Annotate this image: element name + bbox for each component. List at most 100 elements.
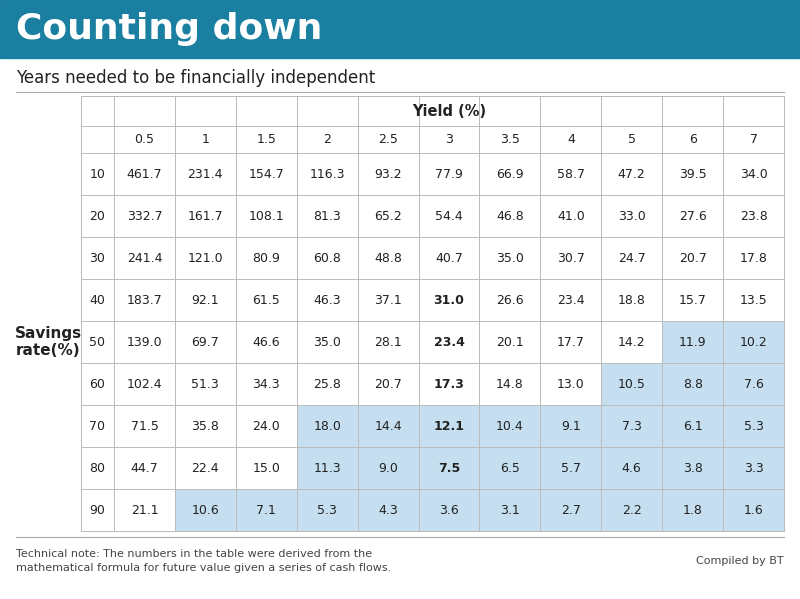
- Text: 44.7: 44.7: [130, 461, 158, 474]
- Text: 35.0: 35.0: [314, 335, 341, 349]
- Bar: [723, 489, 784, 531]
- Text: 23.4: 23.4: [557, 294, 585, 307]
- Text: 90: 90: [90, 504, 106, 516]
- Text: 18.8: 18.8: [618, 294, 646, 307]
- Text: 51.3: 51.3: [191, 377, 219, 391]
- Text: Years needed to be financially independent: Years needed to be financially independe…: [16, 69, 375, 87]
- Text: 332.7: 332.7: [126, 210, 162, 222]
- Text: Yield (%): Yield (%): [412, 104, 486, 119]
- Text: Technical note: The numbers in the table were derived from the
mathematical form: Technical note: The numbers in the table…: [16, 549, 391, 573]
- Text: 8.8: 8.8: [682, 377, 702, 391]
- Text: 139.0: 139.0: [126, 335, 162, 349]
- Text: 80.9: 80.9: [252, 252, 280, 265]
- Text: 12.1: 12.1: [434, 419, 465, 432]
- Bar: [662, 363, 723, 405]
- Bar: [662, 405, 723, 447]
- Bar: [418, 489, 479, 531]
- Bar: [81, 96, 784, 531]
- Bar: [479, 447, 540, 489]
- Text: 21.1: 21.1: [130, 504, 158, 516]
- Text: 35.0: 35.0: [496, 252, 524, 265]
- Bar: [358, 405, 418, 447]
- Bar: [0, 0, 800, 58]
- Text: 69.7: 69.7: [191, 335, 219, 349]
- Text: 31.0: 31.0: [434, 294, 465, 307]
- Text: 7.5: 7.5: [438, 461, 460, 474]
- Text: 461.7: 461.7: [126, 168, 162, 180]
- Text: 60: 60: [90, 377, 106, 391]
- Text: 93.2: 93.2: [374, 168, 402, 180]
- Text: 161.7: 161.7: [187, 210, 223, 222]
- Text: 2.2: 2.2: [622, 504, 642, 516]
- Text: 40.7: 40.7: [435, 252, 463, 265]
- Bar: [540, 447, 602, 489]
- Text: 5.3: 5.3: [318, 504, 337, 516]
- Text: 5: 5: [628, 133, 636, 146]
- Bar: [662, 447, 723, 489]
- Text: 77.9: 77.9: [435, 168, 463, 180]
- Bar: [175, 489, 236, 531]
- Text: 3.6: 3.6: [439, 504, 459, 516]
- Text: 26.6: 26.6: [496, 294, 524, 307]
- Text: 5.7: 5.7: [561, 461, 581, 474]
- Text: Counting down: Counting down: [16, 12, 322, 46]
- Text: 81.3: 81.3: [314, 210, 341, 222]
- Text: 58.7: 58.7: [557, 168, 585, 180]
- Text: 154.7: 154.7: [248, 168, 284, 180]
- Text: 2.7: 2.7: [561, 504, 581, 516]
- Text: 24.7: 24.7: [618, 252, 646, 265]
- Text: 11.3: 11.3: [314, 461, 341, 474]
- Text: 6.1: 6.1: [682, 419, 702, 432]
- Text: 34.0: 34.0: [740, 168, 767, 180]
- Text: 23.8: 23.8: [740, 210, 767, 222]
- Text: 10.2: 10.2: [740, 335, 767, 349]
- Text: 17.8: 17.8: [740, 252, 767, 265]
- Bar: [297, 447, 358, 489]
- Bar: [723, 405, 784, 447]
- Text: 92.1: 92.1: [191, 294, 219, 307]
- Text: 22.4: 22.4: [191, 461, 219, 474]
- Text: 1.6: 1.6: [744, 504, 763, 516]
- Bar: [297, 489, 358, 531]
- Text: 46.3: 46.3: [314, 294, 341, 307]
- Text: 40: 40: [90, 294, 106, 307]
- Text: 10.5: 10.5: [618, 377, 646, 391]
- Bar: [723, 363, 784, 405]
- Bar: [602, 405, 662, 447]
- Bar: [540, 405, 602, 447]
- Text: 71.5: 71.5: [130, 419, 158, 432]
- Text: 41.0: 41.0: [557, 210, 585, 222]
- Text: 46.6: 46.6: [253, 335, 280, 349]
- Text: 14.2: 14.2: [618, 335, 646, 349]
- Bar: [358, 447, 418, 489]
- Text: 4: 4: [567, 133, 574, 146]
- Bar: [723, 321, 784, 363]
- Bar: [602, 489, 662, 531]
- Text: 20: 20: [90, 210, 106, 222]
- Text: 23.4: 23.4: [434, 335, 465, 349]
- Text: 183.7: 183.7: [126, 294, 162, 307]
- Text: 102.4: 102.4: [126, 377, 162, 391]
- Text: 3.1: 3.1: [500, 504, 520, 516]
- Text: 116.3: 116.3: [310, 168, 345, 180]
- Text: 6: 6: [689, 133, 697, 146]
- Text: 24.0: 24.0: [252, 419, 280, 432]
- Text: 48.8: 48.8: [374, 252, 402, 265]
- Text: 15.7: 15.7: [678, 294, 706, 307]
- Text: Savings
rate(%): Savings rate(%): [15, 326, 82, 358]
- Text: 7.3: 7.3: [622, 419, 642, 432]
- Text: 61.5: 61.5: [252, 294, 280, 307]
- Text: 14.8: 14.8: [496, 377, 524, 391]
- Bar: [602, 363, 662, 405]
- Text: 65.2: 65.2: [374, 210, 402, 222]
- Bar: [358, 489, 418, 531]
- Text: 5.3: 5.3: [744, 419, 763, 432]
- Text: 10.6: 10.6: [191, 504, 219, 516]
- Text: 4.3: 4.3: [378, 504, 398, 516]
- Text: 11.9: 11.9: [679, 335, 706, 349]
- Text: 2: 2: [323, 133, 331, 146]
- Text: 27.6: 27.6: [678, 210, 706, 222]
- Text: 20.7: 20.7: [678, 252, 706, 265]
- Bar: [418, 447, 479, 489]
- Text: 20.7: 20.7: [374, 377, 402, 391]
